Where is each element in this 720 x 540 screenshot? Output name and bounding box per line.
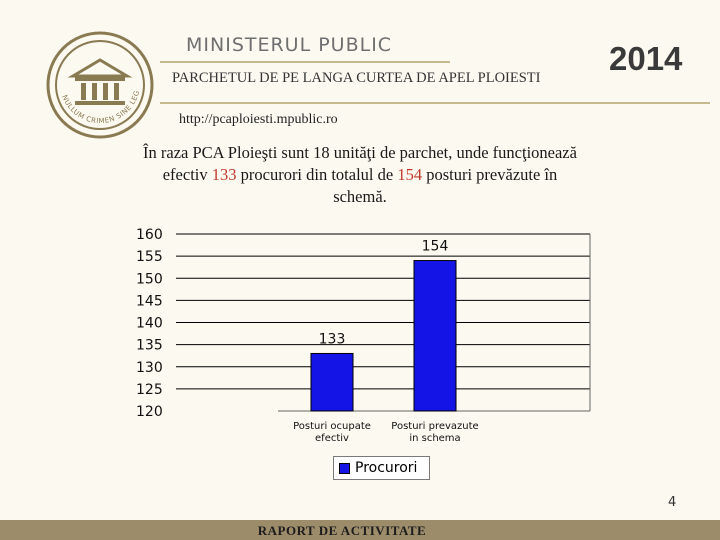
data-label: 154 [422, 239, 449, 255]
x-category-label: Posturi prevazute [391, 421, 478, 432]
ministry-title: MINISTERUL PUBLIC [186, 34, 393, 56]
data-label: 133 [319, 331, 346, 347]
y-tick-label: 135 [136, 338, 163, 354]
x-category-label: Posturi ocupate [293, 421, 371, 432]
summary-statement: În raza PCA Ploieşti sunt 18 unităţi de … [140, 142, 580, 208]
footer-title: RAPORT DE ACTIVITATE [257, 523, 427, 538]
y-tick-label: 120 [136, 404, 163, 420]
highlight-occupied-count: 133 [211, 165, 237, 184]
y-tick-label: 140 [136, 316, 163, 332]
page-number: 4 [668, 495, 677, 510]
prosecutor-office-logo: NULLUM CRIMEN SINE LEGE [45, 30, 154, 139]
report-year: 2014 [609, 40, 683, 77]
header-divider [160, 61, 450, 63]
y-tick-label: 125 [136, 382, 163, 398]
footer-bar [0, 520, 720, 540]
y-tick-label: 145 [136, 293, 163, 309]
y-tick-label: 150 [136, 271, 163, 287]
bar [310, 352, 354, 412]
institution-name: PARCHETUL DE PE LANGA CURTEA DE APEL PLO… [172, 70, 541, 86]
y-tick-label: 155 [136, 249, 163, 265]
statement-text: posturi prevăzute în schemă. [333, 165, 558, 206]
header-divider [160, 102, 710, 104]
y-tick-label: 130 [136, 360, 163, 376]
statement-text: În raza PCA Ploieşti sunt 18 unităţi de … [143, 143, 577, 184]
x-category-label: efectiv [315, 433, 349, 444]
legend-swatch [339, 462, 350, 474]
statement-text: procurori din totalul de [236, 165, 398, 184]
legend-label: Procurori [355, 460, 418, 476]
y-tick-label: 160 [136, 227, 163, 243]
chart-legend: Procurori [333, 456, 430, 480]
bar [413, 260, 457, 412]
highlight-total-count: 154 [397, 165, 423, 184]
website-url[interactable]: http://pcaploiesti.mpublic.ro [179, 112, 338, 127]
x-category-label: in schema [409, 433, 460, 444]
